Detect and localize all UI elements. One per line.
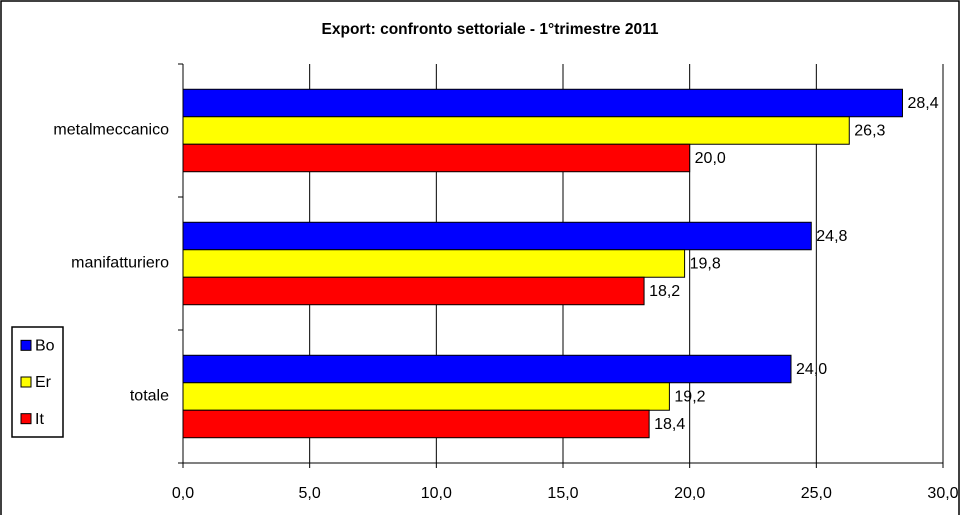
bar <box>182 409 650 439</box>
data-label: 19,2 <box>674 389 705 406</box>
bar <box>182 354 792 384</box>
y-tick-label: metalmeccanico <box>53 122 169 139</box>
x-tick-label: 20,0 <box>674 485 705 502</box>
data-label: 24,0 <box>796 361 827 378</box>
data-label: 19,8 <box>690 256 721 273</box>
data-label: 18,2 <box>649 283 680 300</box>
bar <box>182 116 850 145</box>
x-tick-label: 25,0 <box>801 485 832 502</box>
legend-label: Er <box>35 374 52 391</box>
legend-label: Bo <box>35 338 55 355</box>
bar <box>182 382 670 411</box>
legend-label: It <box>35 411 44 428</box>
data-label: 26,3 <box>854 123 885 140</box>
bar <box>182 88 903 118</box>
bar <box>182 249 686 278</box>
data-label: 28,4 <box>907 95 938 112</box>
x-tick-label: 30,0 <box>927 485 958 502</box>
data-label: 24,8 <box>816 228 847 245</box>
y-tick-label: totale <box>130 388 169 405</box>
bar <box>182 143 691 173</box>
y-tick-label: manifatturiero <box>71 255 169 272</box>
x-tick-label: 5,0 <box>299 485 321 502</box>
x-tick-label: 15,0 <box>547 485 578 502</box>
data-label: 18,4 <box>654 416 685 433</box>
legend-swatch <box>20 339 32 351</box>
legend-swatch <box>20 413 32 425</box>
x-tick-label: 0,0 <box>172 485 194 502</box>
data-label: 20,0 <box>695 150 726 167</box>
bar <box>182 221 812 251</box>
x-tick-label: 10,0 <box>421 485 452 502</box>
legend-swatch <box>20 376 32 388</box>
bar <box>182 276 645 306</box>
chart-title: Export: confronto settoriale - 1°trimest… <box>322 21 659 38</box>
